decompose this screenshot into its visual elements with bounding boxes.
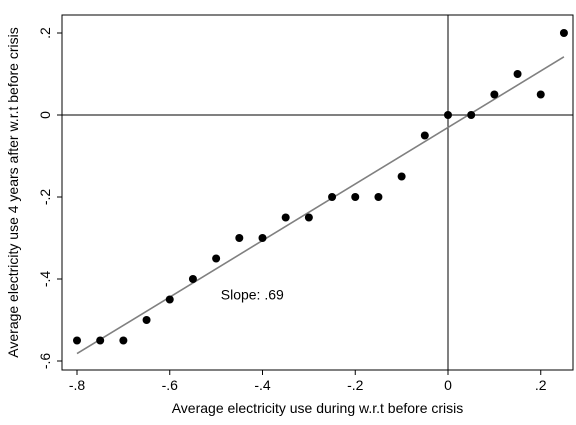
- reference-lines: [62, 15, 573, 370]
- data-point: [165, 295, 174, 304]
- data-point: [119, 336, 128, 345]
- data-point: [96, 336, 105, 345]
- data-point: [188, 275, 197, 283]
- x-tick-label: -.6: [162, 377, 179, 393]
- fit-line: [76, 56, 565, 355]
- x-axis-title: Average electricity use during w.r.t bef…: [172, 400, 464, 416]
- y-axis-title: Average electricity use 4 years after w.…: [5, 27, 21, 357]
- data-point: [420, 131, 429, 140]
- y-tick-label: -.2: [37, 189, 53, 206]
- x-axis: -.8 -.6 -.4 -.2 0 .2: [69, 370, 547, 393]
- y-tick-label: -.6: [37, 353, 53, 370]
- data-point: [513, 70, 522, 78]
- data-point: [281, 213, 290, 222]
- data-point: [328, 193, 337, 201]
- data-point: [490, 90, 499, 99]
- data-point: [374, 193, 383, 201]
- data-point: [467, 111, 476, 119]
- x-tick-label: -.2: [347, 377, 364, 393]
- data-point: [73, 336, 81, 345]
- y-tick-label: 0: [37, 111, 53, 119]
- data-point: [212, 254, 221, 263]
- y-axis: -.6 -.4 -.2 0 .2: [37, 27, 62, 369]
- x-tick-label: -.8: [69, 377, 86, 393]
- data-point: [142, 316, 151, 324]
- data-point: [235, 234, 244, 242]
- y-tick-label: -.4: [37, 271, 53, 288]
- data-point: [536, 90, 545, 99]
- x-tick-label: 0: [444, 377, 452, 393]
- data-point: [258, 234, 267, 242]
- data-point: [351, 193, 360, 201]
- data-point: [397, 172, 406, 181]
- data-point: [559, 29, 568, 37]
- data-points: [73, 29, 568, 345]
- data-point: [444, 111, 452, 119]
- x-tick-label: .2: [535, 377, 547, 393]
- x-tick-label: -.4: [254, 377, 271, 393]
- slope-annotation: Slope: .69: [221, 287, 284, 303]
- data-point: [304, 213, 313, 222]
- y-tick-label: .2: [37, 27, 53, 39]
- fit-line-group: [76, 56, 565, 355]
